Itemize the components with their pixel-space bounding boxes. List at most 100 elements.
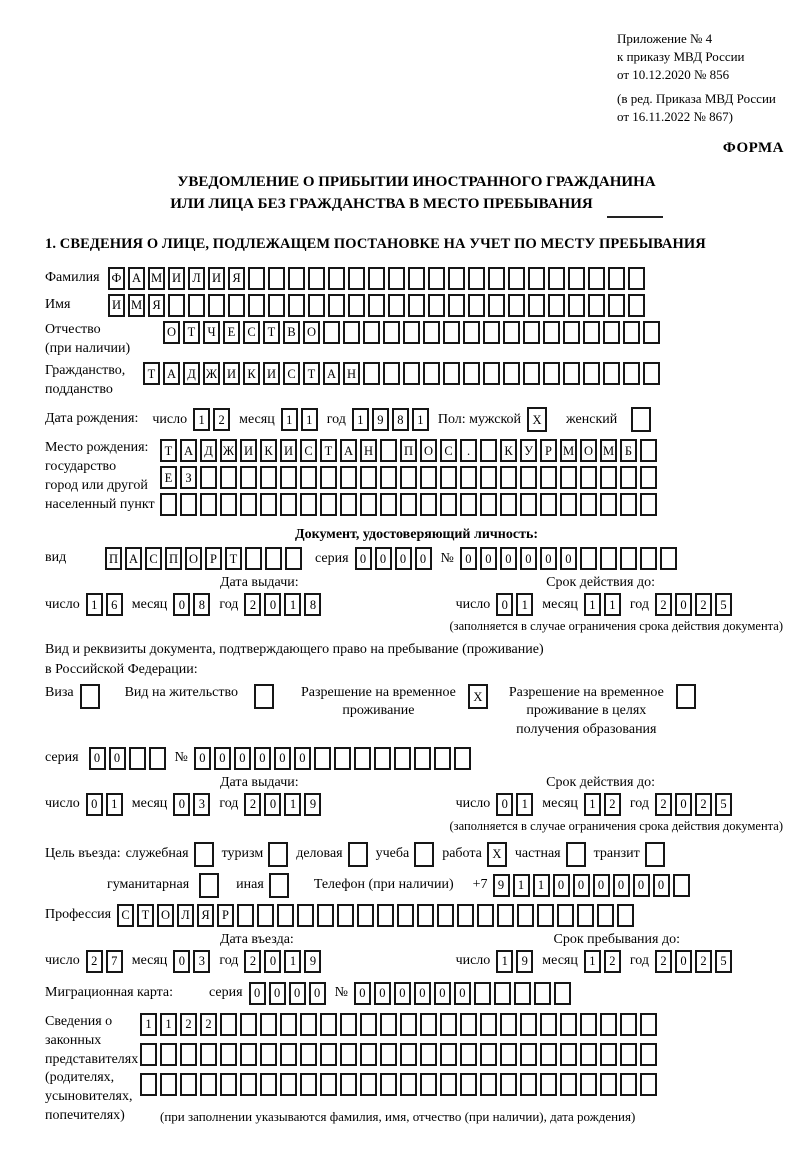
char-box[interactable]: Л [188,266,205,290]
char-box[interactable]: Д [183,362,200,386]
char-box[interactable]: 2 [695,949,712,973]
char-box[interactable] [448,293,465,317]
char-box[interactable] [368,293,385,317]
char-box[interactable]: 0 [539,547,557,571]
char-box[interactable]: Р [540,439,557,463]
char-box[interactable] [320,1042,337,1066]
char-box[interactable] [497,903,514,927]
char-box[interactable] [640,493,657,517]
char-box[interactable] [380,439,397,463]
char-box[interactable] [423,362,440,386]
char-box[interactable]: 2 [655,949,672,973]
char-box[interactable] [448,266,465,290]
char-box[interactable]: 1 [583,593,601,617]
char-box[interactable]: 1 [284,593,302,617]
char-box[interactable] [260,1072,277,1096]
char-box[interactable]: 2 [244,593,262,617]
char-box[interactable]: 5 [715,792,732,816]
char-box[interactable]: Т [263,320,280,344]
char-box[interactable]: 2 [244,949,262,973]
char-box[interactable] [480,1072,497,1096]
char-box[interactable] [360,1072,377,1096]
char-box[interactable]: 0 [394,547,412,571]
char-box[interactable]: 0 [393,981,411,1005]
char-box[interactable] [513,981,531,1005]
char-box[interactable]: 0 [592,873,610,897]
char-box[interactable] [675,684,696,710]
char-box[interactable]: 0 [479,547,497,571]
char-box[interactable] [588,266,605,290]
char-box[interactable] [580,1042,597,1066]
char-box[interactable]: М [560,439,577,463]
char-box[interactable] [503,320,520,344]
char-box[interactable] [180,1042,197,1066]
char-box[interactable]: 0 [288,981,306,1005]
char-box[interactable] [543,362,560,386]
char-box[interactable] [200,1072,217,1096]
char-box[interactable] [300,1012,317,1036]
char-box[interactable] [583,362,600,386]
char-box[interactable] [423,320,440,344]
char-box[interactable] [420,1042,437,1066]
char-box[interactable]: 0 [193,746,211,770]
char-box[interactable] [193,841,214,867]
char-box[interactable] [220,1072,237,1096]
char-box[interactable] [383,320,400,344]
char-box[interactable]: 0 [612,873,630,897]
char-box[interactable] [373,746,391,770]
char-box[interactable] [280,466,297,490]
char-box[interactable]: 1 [284,949,302,973]
char-box[interactable] [617,903,634,927]
char-box[interactable]: Е [160,466,177,490]
char-box[interactable] [328,293,345,317]
char-box[interactable]: 1 [496,949,514,973]
char-box[interactable] [460,1072,477,1096]
char-box[interactable] [400,1042,417,1066]
char-box[interactable] [473,981,491,1005]
char-box[interactable] [317,903,334,927]
char-box[interactable] [168,293,185,317]
char-box[interactable] [400,1072,417,1096]
char-box[interactable]: 1 [512,873,530,897]
char-box[interactable]: 1 [193,408,211,432]
char-box[interactable] [565,841,586,867]
char-box[interactable] [600,1012,617,1036]
char-box[interactable] [520,1012,537,1036]
char-box[interactable] [408,266,425,290]
char-box[interactable]: 9 [371,408,389,432]
char-box[interactable] [360,493,377,517]
char-box[interactable] [188,293,205,317]
char-box[interactable] [503,362,520,386]
char-box[interactable]: А [340,439,357,463]
char-box[interactable]: 6 [105,593,123,617]
char-box[interactable] [248,293,265,317]
char-box[interactable] [300,493,317,517]
char-box[interactable]: Е [223,320,240,344]
char-box[interactable]: К [243,362,260,386]
char-box[interactable] [537,903,554,927]
char-box[interactable] [380,493,397,517]
char-box[interactable] [520,1072,537,1096]
char-box[interactable] [580,1012,597,1036]
char-box[interactable] [320,493,337,517]
char-box[interactable] [260,493,277,517]
char-box[interactable]: Р [217,903,234,927]
char-box[interactable] [628,266,645,290]
char-box[interactable]: В [283,320,300,344]
char-box[interactable] [463,362,480,386]
char-box[interactable] [417,903,434,927]
char-box[interactable] [288,266,305,290]
char-box[interactable] [348,293,365,317]
char-box[interactable]: 5 [715,949,732,973]
char-box[interactable]: С [440,439,457,463]
char-box[interactable]: С [283,362,300,386]
char-box[interactable]: Т [160,439,177,463]
char-box[interactable] [400,466,417,490]
char-box[interactable]: И [240,439,257,463]
char-box[interactable]: О [163,320,180,344]
char-box[interactable] [603,362,620,386]
char-box[interactable] [160,1042,177,1066]
char-box[interactable] [643,362,660,386]
char-box[interactable]: 0 [293,746,311,770]
char-box[interactable] [277,903,294,927]
